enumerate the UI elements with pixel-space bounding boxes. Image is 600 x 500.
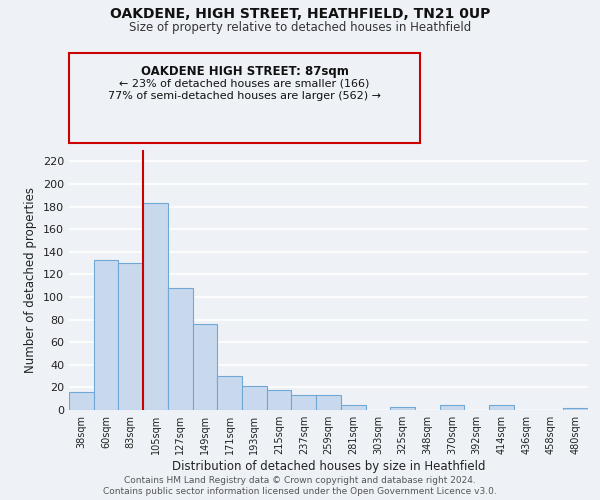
X-axis label: Distribution of detached houses by size in Heathfield: Distribution of detached houses by size … <box>172 460 485 473</box>
Y-axis label: Number of detached properties: Number of detached properties <box>25 187 37 373</box>
Text: OAKDENE, HIGH STREET, HEATHFIELD, TN21 0UP: OAKDENE, HIGH STREET, HEATHFIELD, TN21 0… <box>110 8 490 22</box>
Bar <box>292 396 316 410</box>
Text: OAKDENE HIGH STREET: 87sqm: OAKDENE HIGH STREET: 87sqm <box>140 65 349 78</box>
Bar <box>440 406 464 410</box>
Bar <box>489 406 514 410</box>
Bar <box>390 406 415 410</box>
Bar <box>94 260 118 410</box>
Bar <box>69 392 94 410</box>
Text: Size of property relative to detached houses in Heathfield: Size of property relative to detached ho… <box>129 21 471 34</box>
Text: 77% of semi-detached houses are larger (562) →: 77% of semi-detached houses are larger (… <box>108 92 381 102</box>
Bar <box>341 406 365 410</box>
Bar <box>316 396 341 410</box>
Text: Contains public sector information licensed under the Open Government Licence v3: Contains public sector information licen… <box>103 488 497 496</box>
Bar <box>143 203 168 410</box>
Text: Contains HM Land Registry data © Crown copyright and database right 2024.: Contains HM Land Registry data © Crown c… <box>124 476 476 485</box>
Bar <box>168 288 193 410</box>
Bar <box>118 263 143 410</box>
Bar <box>267 390 292 410</box>
Bar <box>242 386 267 410</box>
Bar <box>193 324 217 410</box>
Bar <box>217 376 242 410</box>
Bar <box>563 408 588 410</box>
Text: ← 23% of detached houses are smaller (166): ← 23% of detached houses are smaller (16… <box>119 79 370 89</box>
